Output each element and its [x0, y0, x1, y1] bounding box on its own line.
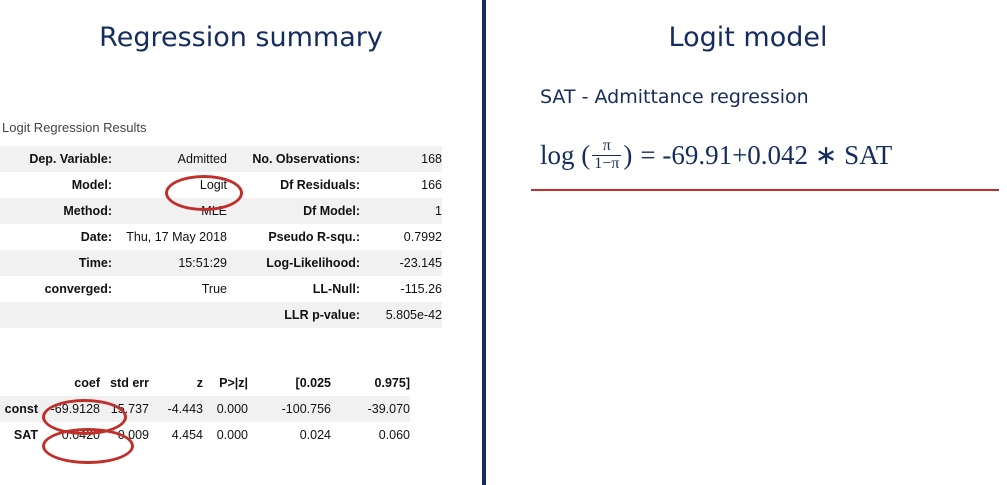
summary-row: Model: Logit Df Residuals: 166	[0, 172, 442, 198]
summary-value: 168	[360, 146, 442, 172]
summary-value: 5.805e-42	[360, 302, 442, 328]
coef-cell: 0.024	[299, 428, 331, 442]
coef-cell: -4.443	[149, 396, 203, 422]
coef-cell: 4.454	[171, 428, 203, 442]
summary-value: -115.26	[400, 282, 442, 296]
fraction-denominator: 1−π	[592, 154, 622, 172]
coef-cell: -100.756	[248, 396, 331, 422]
summary-label: LL-Null:	[312, 282, 360, 296]
summary-label: Date:	[80, 230, 112, 244]
coef-cell: 0.009	[117, 428, 149, 442]
coef-cell: 0.000	[203, 396, 248, 422]
summary-label: Time:	[0, 250, 112, 276]
coef-column-header: 0.975]	[374, 376, 410, 390]
summary-label: Log-Likelihood:	[227, 250, 360, 276]
coef-column-header: P>|z|	[219, 376, 248, 390]
coef-row-label: const	[0, 396, 38, 422]
logit-model-heading: Logit model	[668, 22, 828, 53]
summary-label: Method:	[0, 198, 112, 224]
logit-equation: log ( π 1−π ) = -69.91+0.042 ∗ SAT	[540, 137, 893, 173]
equation-rhs: = -69.91+0.042 ∗ SAT	[640, 139, 893, 170]
equation-log: log (	[540, 139, 591, 170]
summary-row: Method: MLE Df Model: 1	[0, 198, 442, 224]
summary-value: 0.7992	[403, 230, 442, 244]
summary-label: LLR p-value:	[227, 302, 360, 328]
summary-value: 15:51:29	[112, 250, 227, 276]
coefficient-table: coef std err z P>|z| [0.025 0.975] const -69.91…	[0, 370, 410, 448]
summary-table: Dep. Variable: Admitted No. Observations: 1…	[0, 146, 442, 328]
summary-value: Admitted	[112, 146, 227, 172]
summary-value: -23.145	[360, 250, 442, 276]
fraction-numerator: π	[602, 137, 611, 154]
summary-value	[112, 302, 227, 328]
regression-summary-heading: Regression summary	[99, 22, 383, 53]
coef-column-header: coef	[74, 376, 100, 390]
summary-value: 1	[360, 198, 442, 224]
summary-label	[0, 302, 112, 328]
summary-row: converged: True LL-Null: -115.26	[0, 276, 442, 302]
summary-value: MLE	[112, 198, 227, 224]
coef-cell: 15.737	[100, 396, 149, 422]
results-title: Logit Regression Results	[2, 120, 147, 135]
equation-fraction: π 1−π	[592, 137, 622, 173]
summary-value: True	[201, 282, 227, 296]
summary-label: Dep. Variable:	[0, 146, 112, 172]
coef-row: SAT 0.0420 0.009 4.454 0.000 0.024 0.060	[0, 422, 410, 448]
summary-value: 166	[421, 178, 442, 192]
summary-row: LLR p-value: 5.805e-42	[0, 302, 442, 328]
summary-row: Dep. Variable: Admitted No. Observations: 1…	[0, 146, 442, 172]
equation-underline	[531, 189, 999, 191]
coef-cell: 0.000	[216, 428, 248, 442]
summary-label: converged:	[44, 282, 112, 296]
summary-row: Date: Thu, 17 May 2018 Pseudo R-squ.: 0.799…	[0, 224, 442, 250]
summary-label: Model:	[71, 178, 112, 192]
summary-value: Thu, 17 May 2018	[126, 230, 227, 244]
summary-label: No. Observations:	[227, 146, 360, 172]
coef-cell: 0.0420	[61, 428, 100, 442]
coef-column-header: [0.025	[295, 376, 331, 390]
coef-row-label: SAT	[13, 428, 38, 442]
equation-close-paren: )	[623, 139, 633, 170]
coef-cell: 0.060	[378, 428, 410, 442]
coef-cell: -69.9128	[38, 396, 100, 422]
coef-column-header: std err	[110, 376, 149, 390]
summary-label: Pseudo R-squ.:	[268, 230, 360, 244]
divider-line	[482, 0, 486, 485]
coef-column-header: z	[196, 376, 203, 390]
summary-label: Df Residuals:	[280, 178, 360, 192]
summary-row: Time: 15:51:29 Log-Likelihood: -23.145	[0, 250, 442, 276]
summary-value: Logit	[199, 178, 227, 192]
coef-row: const -69.9128 15.737 -4.443 0.000 -100.756 -3…	[0, 396, 410, 422]
coef-column-header	[0, 370, 38, 396]
model-subtitle: SAT - Admittance regression	[540, 86, 809, 108]
coef-header-row: coef std err z P>|z| [0.025 0.975]	[0, 370, 410, 396]
summary-label: Df Model:	[227, 198, 360, 224]
coef-cell: -39.070	[331, 396, 410, 422]
